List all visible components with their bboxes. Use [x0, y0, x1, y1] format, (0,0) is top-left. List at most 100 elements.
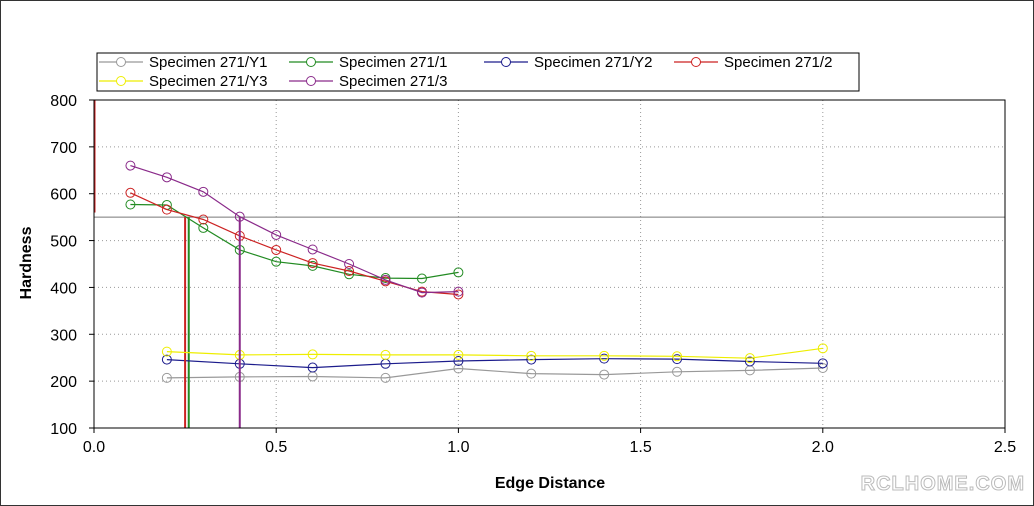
legend-swatch-marker — [306, 76, 316, 86]
data-point — [453, 355, 464, 366]
data-point — [307, 260, 318, 271]
series-line — [166, 367, 823, 379]
data-point — [599, 350, 610, 361]
data-point — [453, 349, 464, 360]
data-point — [380, 372, 391, 383]
y-tick-label: 400 — [50, 280, 77, 297]
data-point — [744, 356, 755, 367]
legend-swatch-marker — [691, 57, 701, 67]
data-point — [271, 256, 282, 267]
legend-swatch-marker — [501, 57, 511, 67]
data-point — [161, 172, 172, 183]
data-point — [307, 244, 318, 255]
data-point — [125, 199, 136, 210]
data-point — [416, 287, 427, 298]
watermark: RCLHOME.COM — [861, 473, 1025, 495]
y-tick-label: 500 — [50, 234, 77, 251]
data-point — [526, 354, 537, 365]
series-line — [130, 165, 459, 294]
series-line — [130, 203, 459, 280]
legend-entry: Specimen 271/Y1 — [99, 54, 267, 71]
data-point — [599, 353, 610, 364]
data-point — [416, 273, 427, 284]
legend-label: Specimen 271/Y3 — [149, 73, 267, 90]
axes: 0.0 0.5 1.0 1.5 2.0 2.5 100 200 300 400 500 600 700 8… — [50, 93, 1016, 456]
data-point — [307, 349, 318, 360]
legend-label: Specimen 271/2 — [724, 54, 832, 71]
legend-entry: Specimen 271/Y2 — [484, 54, 652, 71]
data-point — [453, 267, 464, 278]
x-tick-label: 0.0 — [83, 439, 105, 456]
series-line — [166, 347, 823, 359]
series-layer — [94, 100, 1005, 428]
data-point — [672, 366, 683, 377]
series-group — [161, 353, 828, 373]
data-point — [161, 372, 172, 383]
data-point — [161, 346, 172, 357]
legend-swatch-marker — [116, 76, 126, 86]
data-point — [271, 244, 282, 255]
data-point — [198, 222, 209, 233]
legend-label: Specimen 271/Y1 — [149, 54, 267, 71]
series-group — [125, 199, 464, 428]
data-point — [453, 289, 464, 300]
legend-box — [96, 52, 860, 92]
data-point — [198, 186, 209, 197]
data-point — [453, 286, 464, 297]
x-tick-label: 0.5 — [265, 439, 287, 456]
y-tick-label: 300 — [50, 327, 77, 344]
data-point — [744, 353, 755, 364]
series-group — [161, 363, 828, 383]
data-point — [161, 354, 172, 365]
data-point — [198, 214, 209, 225]
data-point — [817, 363, 828, 374]
x-tick-label: 1.0 — [447, 439, 469, 456]
x-axis-label: Edge Distance — [495, 475, 605, 492]
legend-label: Specimen 271/Y2 — [534, 54, 652, 71]
y-tick-label: 700 — [50, 140, 77, 157]
legend-swatch-marker — [306, 57, 316, 67]
y-axis-label: Hardness — [18, 226, 35, 299]
data-point — [526, 350, 537, 361]
grid — [94, 100, 1005, 428]
data-point — [599, 369, 610, 380]
data-point — [453, 363, 464, 374]
data-point — [344, 266, 355, 277]
data-point — [817, 343, 828, 354]
legend-label: Specimen 271/3 — [339, 73, 447, 90]
plot-border — [93, 99, 1006, 429]
data-point — [672, 354, 683, 365]
legend-entry: Specimen 271/1 — [289, 54, 447, 71]
legend-entry: Specimen 271/2 — [674, 54, 832, 71]
legend-entry: Specimen 271/Y3 — [99, 73, 267, 90]
series-group — [125, 160, 464, 428]
data-point — [234, 211, 245, 222]
series-line — [166, 358, 823, 369]
data-point — [161, 204, 172, 215]
legend-label: Specimen 271/1 — [339, 54, 447, 71]
legend: Specimen 271/Y1 Specimen 271/1 Specimen 27… — [96, 52, 860, 92]
legend-swatch-marker — [116, 57, 126, 67]
data-point — [526, 368, 537, 379]
y-tick-label: 600 — [50, 187, 77, 204]
x-tick-label: 1.5 — [629, 439, 651, 456]
x-tick-label: 2.0 — [812, 439, 834, 456]
data-point — [380, 349, 391, 360]
data-point — [672, 351, 683, 362]
data-point — [307, 362, 318, 373]
y-tick-label: 200 — [50, 374, 77, 391]
data-point — [125, 160, 136, 171]
data-point — [817, 358, 828, 369]
series-line — [130, 192, 459, 296]
legend-entry: Specimen 271/3 — [289, 73, 447, 90]
data-point — [344, 269, 355, 280]
data-point — [271, 229, 282, 240]
y-tick-label: 100 — [50, 421, 77, 438]
y-tick-label: 800 — [50, 93, 77, 110]
series-group — [125, 187, 464, 428]
data-point — [344, 259, 355, 269]
data-point — [307, 258, 318, 269]
x-tick-label: 2.5 — [994, 439, 1016, 456]
